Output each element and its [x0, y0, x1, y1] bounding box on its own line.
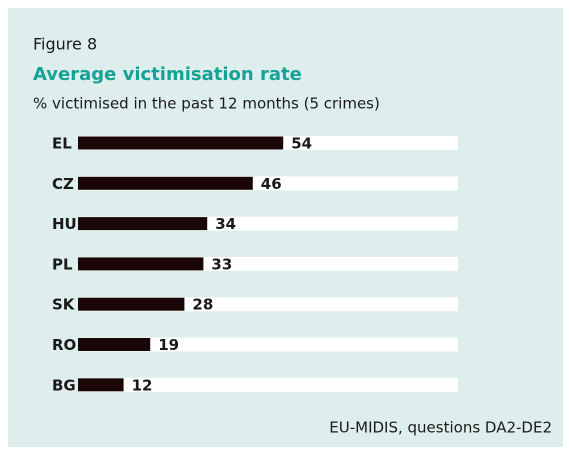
y-tick-label: RO — [52, 336, 76, 354]
chart-title: Average victimisation rate — [33, 64, 302, 85]
y-tick-label: EL — [52, 135, 72, 153]
y-tick-label: HU — [52, 215, 77, 233]
y-tick-label: BG — [52, 376, 76, 394]
y-tick-label: SK — [52, 296, 76, 314]
bar — [78, 338, 151, 351]
value-label: 33 — [211, 255, 232, 273]
bar — [78, 297, 185, 311]
bar-track — [78, 377, 458, 392]
bar — [78, 136, 284, 150]
value-label: 28 — [192, 296, 213, 314]
bar — [78, 378, 124, 392]
bar — [78, 217, 208, 231]
value-label: 19 — [158, 336, 179, 354]
bar — [78, 176, 253, 190]
figure-label: Figure 8 — [33, 35, 97, 54]
value-label: 46 — [261, 175, 282, 193]
y-tick-label: PL — [52, 255, 73, 273]
source: EU-MIDIS, questions DA2-DE2 — [329, 419, 552, 437]
bar — [78, 257, 204, 271]
chart-subtitle: % victimised in the past 12 months (5 cr… — [33, 95, 380, 113]
y-tick-label: CZ — [52, 175, 74, 193]
value-label: 54 — [291, 135, 312, 153]
value-label: 34 — [215, 215, 236, 233]
bar-track — [78, 337, 458, 352]
value-label: 12 — [132, 376, 153, 394]
